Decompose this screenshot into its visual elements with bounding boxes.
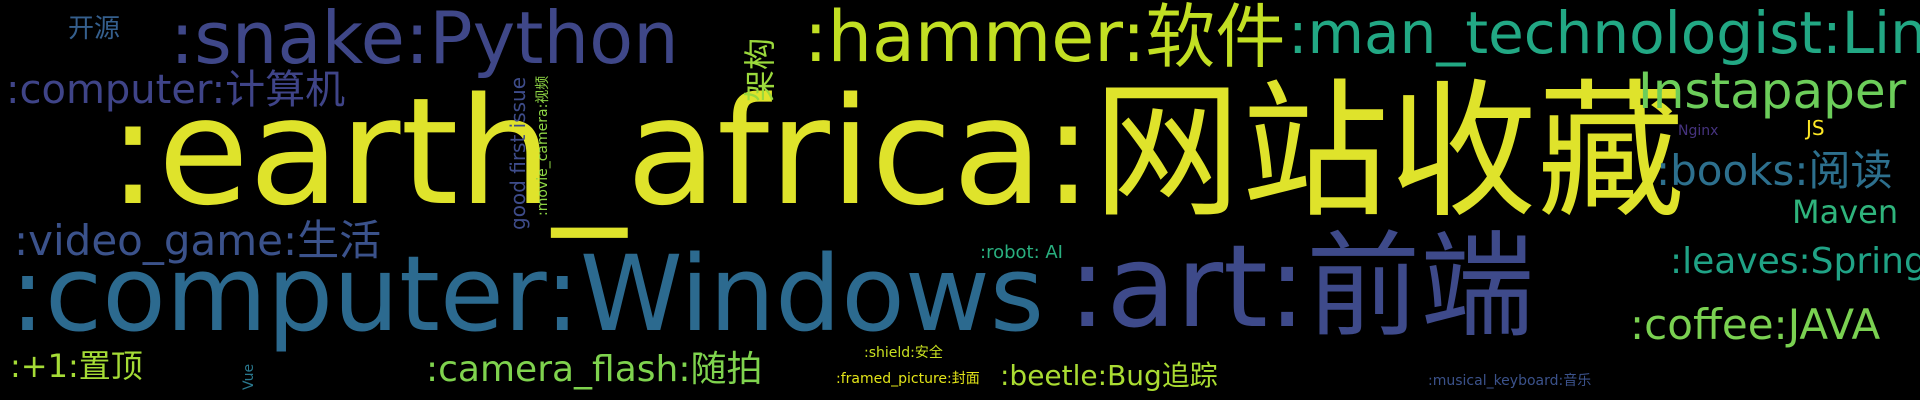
word-books-reading[interactable]: :books:阅读 <box>1656 146 1893 195</box>
word-architecture[interactable]: 架构 <box>741 37 779 102</box>
word-hammer-software[interactable]: :hammer:软件 <box>804 0 1286 78</box>
word-robot-ai[interactable]: :robot: AI <box>980 242 1063 263</box>
word-earth-africa-website-favorites[interactable]: :earth_africa:网站收藏 <box>108 66 1685 238</box>
word-leaves-spring[interactable]: :leaves:Spring <box>1670 241 1920 282</box>
word-plus-one-pinned[interactable]: :+1:置顶 <box>10 347 143 385</box>
word-vue[interactable]: Vue <box>241 363 257 390</box>
word-coffee-java[interactable]: :coffee:JAVA <box>1630 300 1881 349</box>
word-man-technologist-linux[interactable]: :man_technologist:Linux <box>1288 0 1920 67</box>
word-video-game-life[interactable]: :video_game:生活 <box>14 216 382 265</box>
word-maven[interactable]: Maven <box>1792 193 1899 231</box>
word-movie-camera-video[interactable]: :movie_camera:视频 <box>535 75 551 216</box>
word-nginx[interactable]: Nginx <box>1678 123 1719 139</box>
word-computer-windows[interactable]: :computer:Windows <box>10 233 1045 355</box>
word-beetle-bug-tracking[interactable]: :beetle:Bug追踪 <box>1000 359 1218 392</box>
word-open-source[interactable]: 开源 <box>68 14 121 44</box>
word-good-first-issue[interactable]: good first issue <box>506 76 530 230</box>
word-shield-security[interactable]: :shield:安全 <box>864 345 943 361</box>
word-instapaper[interactable]: Instapaper <box>1638 62 1907 120</box>
word-snake-python[interactable]: :snake:Python <box>170 0 679 80</box>
word-framed-picture-cover[interactable]: :framed_picture:封面 <box>836 371 980 387</box>
word-art-frontend[interactable]: :art:前端 <box>1068 220 1535 353</box>
word-computer-computer[interactable]: :computer:计算机 <box>6 67 346 113</box>
word-musical-keyboard-music[interactable]: :musical_keyboard:音乐 <box>1428 373 1592 389</box>
word-camera-flash-snapshots[interactable]: :camera_flash:随拍 <box>426 349 763 390</box>
word-js[interactable]: JS <box>1806 116 1825 140</box>
